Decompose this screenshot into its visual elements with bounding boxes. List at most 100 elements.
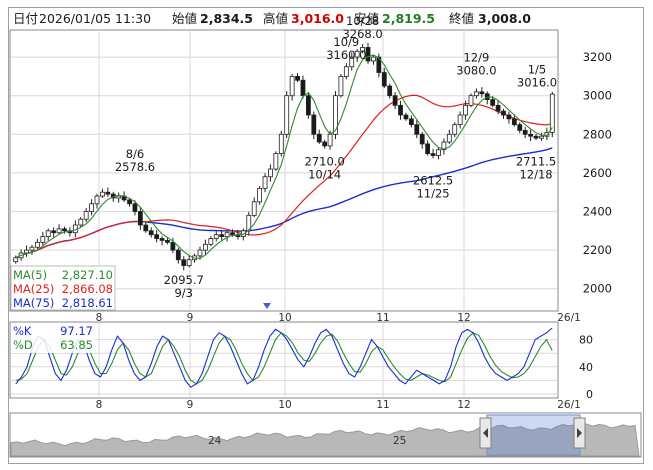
annotation-date: 2095.7 (164, 273, 204, 287)
candle (100, 188, 105, 198)
date-label: 日付 (13, 11, 38, 26)
candle (414, 120, 420, 139)
candle (143, 222, 149, 233)
price-y-tick-label: 2800 (583, 127, 612, 141)
price-y-tick-label: 3200 (583, 50, 612, 64)
price-y-tick-label: 2400 (583, 204, 612, 218)
price-annotation: 2711.512/18 (516, 154, 556, 181)
candle (495, 100, 501, 115)
candle (51, 227, 57, 238)
candlesticks (13, 42, 555, 271)
annotation-value: 3080.0 (456, 63, 496, 77)
navigator-left-handle[interactable] (479, 417, 492, 449)
candle (343, 63, 349, 80)
candle (197, 246, 203, 260)
annotation-value: 9/3 (174, 286, 193, 300)
annotation-value: 12/18 (519, 167, 552, 181)
price-grid (11, 31, 557, 310)
open-label: 始値 (172, 11, 197, 26)
range-navigator[interactable]: 24 25 (9, 412, 642, 458)
stoch-legend: %K 97.17 %D 63.85 (11, 323, 95, 353)
candle (398, 100, 403, 120)
annotation-date: 10/9 (333, 35, 359, 49)
candle (360, 43, 365, 54)
stoch-x-tick-label: 10 (278, 399, 291, 411)
price-x-tick-label: 26/1 (557, 312, 581, 324)
candle (408, 115, 414, 128)
candle (262, 173, 268, 193)
stoch-x-tick-label: 12 (457, 399, 470, 411)
annotation-value: 11/25 (416, 186, 449, 200)
candle (268, 164, 273, 182)
chart-canvas[interactable]: 日付 2026/01/05 11:30 始値 2,834.5 高値 3,016.… (9, 8, 643, 463)
candle (333, 91, 338, 140)
navigator-selection[interactable] (486, 414, 581, 456)
stoch-legend-box (11, 323, 95, 353)
low-label: 安値 (354, 11, 379, 26)
price-y-tick-label: 2000 (583, 282, 612, 296)
stoch-x-tick-label: 9 (187, 399, 194, 411)
price-panel-border (9, 29, 559, 312)
candle (430, 148, 436, 159)
candle (24, 245, 29, 257)
annotation-value: 2578.6 (115, 160, 155, 174)
navigator-label-25: 25 (393, 435, 406, 447)
price-x-tick-label: 9 (187, 312, 194, 324)
annotation-value: 3016.0 (517, 76, 557, 90)
price-y-tick-label: 3000 (583, 89, 612, 103)
price-y-tick-label: 2600 (583, 166, 612, 180)
candle (387, 83, 393, 99)
close-value: 3,008.0 (478, 11, 531, 26)
candle (295, 72, 300, 83)
ma75-legend-value: 2,818.61 (62, 296, 113, 310)
price-y-axis: 2000 2200 2400 2600 2800 3000 3200 (583, 50, 612, 296)
candle (94, 193, 100, 209)
stoch-d-path (15, 332, 553, 385)
navigator-right-handle[interactable] (573, 417, 586, 449)
k-legend-label: %K (13, 324, 32, 338)
candle (34, 238, 40, 250)
stoch-grid (11, 323, 557, 397)
k-legend-value: 97.17 (60, 324, 93, 338)
d-legend-label: %D (13, 338, 33, 352)
datetime-value: 2026/01/05 11:30 (39, 11, 151, 26)
candle (316, 129, 322, 144)
candle (457, 111, 463, 129)
candle (224, 230, 230, 242)
ma25-path (15, 94, 553, 259)
stoch-y-tick-label: 0 (586, 388, 593, 401)
candle (425, 140, 431, 156)
candle (154, 230, 160, 243)
annotation-date: 1/5 (528, 63, 547, 77)
open-value: 2,834.5 (200, 11, 253, 26)
annotation-value: 3160.0 (326, 48, 366, 62)
stoch-y-tick-label: 80 (579, 334, 593, 347)
stoch-y-axis: 0 40 80 (579, 334, 593, 401)
candle (474, 88, 479, 99)
high-label: 高値 (263, 11, 288, 26)
candle (186, 255, 192, 268)
price-x-tick-label: 12 (457, 312, 470, 324)
candle (392, 92, 398, 110)
stoch-x-tick-label: 26/1 (557, 399, 581, 411)
candle (511, 114, 517, 127)
candle (83, 208, 89, 223)
candle (501, 108, 506, 119)
price-x-tick-label: 8 (96, 312, 103, 324)
candle (89, 199, 94, 216)
candle (181, 256, 187, 271)
candle (300, 75, 306, 99)
candle (213, 231, 219, 242)
chart-frame: 日付 2026/01/05 11:30 始値 2,834.5 高値 3,016.… (8, 7, 644, 464)
candle (170, 237, 176, 253)
annotation-date: 12/9 (463, 50, 489, 64)
candle (105, 187, 111, 198)
price-annotation: 2612.511/25 (413, 173, 453, 200)
candle (371, 54, 376, 65)
candle (175, 247, 181, 264)
candle (365, 42, 371, 64)
